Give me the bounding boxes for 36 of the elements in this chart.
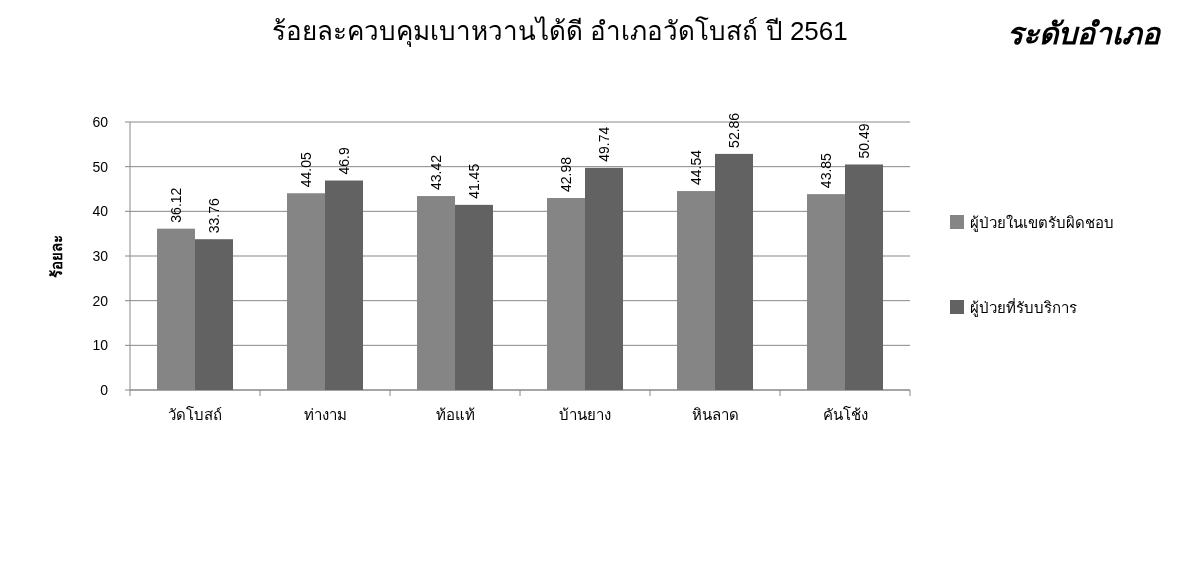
y-tick-label: 40 (92, 203, 109, 220)
data-label: 43.85 (818, 152, 834, 189)
data-label: 44.54 (688, 149, 704, 186)
x-tick-label: คันโช้ง (822, 406, 868, 423)
y-tick-label: 50 (92, 158, 109, 175)
data-label: 42.98 (558, 156, 574, 193)
data-label: 43.42 (428, 154, 444, 191)
y-tick-label: 30 (92, 248, 109, 264)
x-tick-label: หินลาด (691, 406, 739, 423)
y-tick-label: 20 (92, 292, 109, 309)
data-label: 52.86 (726, 112, 742, 148)
y-tick-label: 10 (92, 337, 109, 354)
legend-label: ผู้ป่วยในเขตรับผิดชอบ (970, 214, 1114, 232)
bar (455, 204, 493, 390)
y-tick-label: 60 (92, 114, 109, 130)
x-tick-label: บ้านยาง (559, 406, 611, 423)
bar (325, 180, 363, 390)
x-tick-label: ท่างาม (303, 406, 347, 423)
data-label: 44.05 (298, 152, 314, 188)
data-label: 46.9 (336, 147, 352, 175)
data-label: 50.49 (856, 123, 872, 159)
x-tick-label: ท้อแท้ (435, 406, 475, 423)
bar (715, 153, 753, 390)
y-axis-title: ร้อยละ (48, 234, 65, 278)
data-label: 36.12 (168, 187, 184, 223)
y-tick-label: 0 (100, 382, 109, 398)
text: ระดับอำเภอ (1007, 17, 1162, 50)
bar (195, 239, 233, 390)
bar (845, 164, 883, 390)
data-label: 49.74 (596, 126, 612, 162)
chart-title: ร้อยละควบคุมเบาหวานได้ดี อำเภอวัดโบสถ์ ปี 2561 (272, 16, 848, 47)
data-label: 41.45 (466, 163, 482, 199)
legend-label: ผู้ป่วยที่รับบริการ (970, 297, 1077, 317)
bar (585, 167, 623, 390)
data-label: 33.76 (206, 197, 222, 234)
x-tick-label: วัดโบสถ์ (168, 406, 222, 423)
